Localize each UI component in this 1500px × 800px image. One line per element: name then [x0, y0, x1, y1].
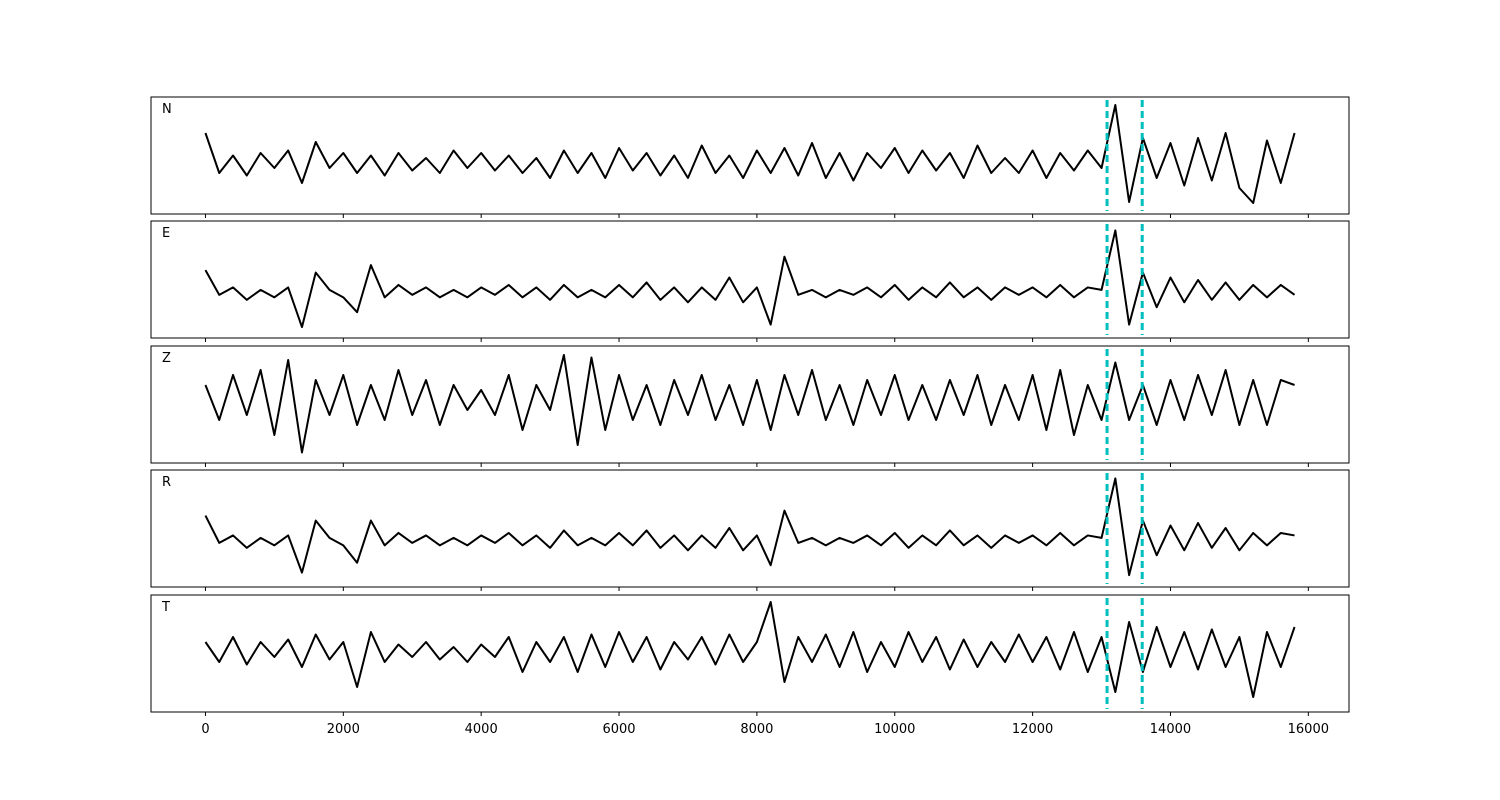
panel-frame — [150, 345, 1350, 464]
panel-label: Z — [162, 351, 171, 366]
trace — [204, 477, 1295, 577]
panel-frame — [150, 220, 1350, 339]
x-tick-label: 10000 — [874, 722, 915, 737]
x-tick-label: 2000 — [327, 722, 360, 737]
x-tick-label: 4000 — [465, 722, 498, 737]
panel-label: T — [161, 600, 170, 615]
panel-label: R — [162, 475, 171, 490]
trace — [204, 601, 1296, 698]
panel-frame — [150, 96, 1350, 215]
x-tick-label: 14000 — [1150, 722, 1191, 737]
trace — [204, 354, 1295, 454]
x-tick-label: 16000 — [1288, 722, 1329, 737]
x-tick-label: 0 — [201, 722, 209, 737]
panel-label: E — [162, 226, 170, 241]
trace — [204, 104, 1296, 204]
panel-frame — [150, 469, 1350, 588]
trace — [204, 229, 1296, 329]
x-tick-label: 12000 — [1012, 722, 1053, 737]
panel-frame — [150, 594, 1350, 713]
panel-label: N — [162, 102, 172, 117]
x-tick-label: 8000 — [740, 722, 773, 737]
x-tick-label: 6000 — [602, 722, 635, 737]
